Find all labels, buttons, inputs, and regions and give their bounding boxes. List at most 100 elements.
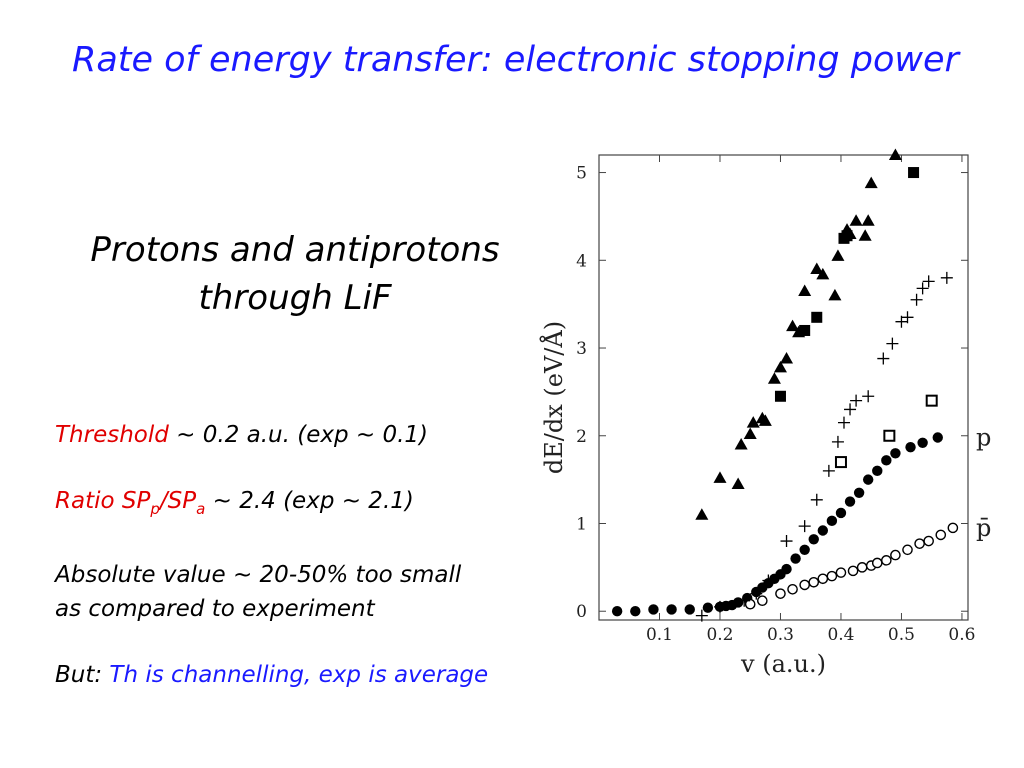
data-point-plus <box>810 493 823 506</box>
data-point-open-circle <box>914 538 925 549</box>
data-point-plus <box>886 337 899 350</box>
data-point-open-circle <box>744 598 756 610</box>
subtitle-line-2: through LiF <box>198 278 392 318</box>
data-point-filled-circle <box>881 455 892 466</box>
data-point-filled-triangle <box>758 414 772 426</box>
data-point-filled-triangle <box>734 438 748 450</box>
data-point-open-circle <box>947 522 959 534</box>
slide-subtitle: Protons and antiprotons through LiF <box>40 226 550 322</box>
subtitle-line-1: Protons and antiprotons <box>90 230 500 270</box>
threshold-label: Threshold <box>55 422 169 448</box>
ratio-sub-a: a <box>196 500 206 518</box>
data-point-plus <box>940 271 953 284</box>
but-text: Th is channelling, exp is average <box>102 662 489 688</box>
y-tick-label: 0 <box>576 602 587 622</box>
data-point-filled-square <box>774 390 786 402</box>
data-point-open-circle <box>808 576 820 588</box>
y-axis-label: dE/dx (eV/Å) <box>539 321 568 474</box>
data-point-plus <box>862 390 875 403</box>
data-point-filled-circle <box>702 602 714 613</box>
y-tick-label: 3 <box>576 339 587 359</box>
threshold-text: ~ 0.2 a.u. (exp ~ 0.1) <box>168 422 429 448</box>
x-tick-label: 0.1 <box>646 625 673 645</box>
data-point-plus <box>916 282 929 295</box>
data-point-plus <box>910 293 923 306</box>
x-tick-label: 0.5 <box>888 625 915 645</box>
data-point-filled-circle <box>666 604 677 615</box>
data-point-plus <box>877 352 890 365</box>
ratio-note: Ratio SPp/SPa ~ 2.4 (exp ~ 2.1) <box>55 484 525 526</box>
data-point-open-circle <box>826 570 838 582</box>
data-point-filled-circle <box>844 496 856 507</box>
data-point-open-circle <box>902 544 913 556</box>
data-point-open-square <box>834 456 847 469</box>
x-tick-label: 0.6 <box>948 625 975 645</box>
data-point-filled-square <box>799 324 811 336</box>
data-point-plus <box>850 394 863 407</box>
data-point-open-circle <box>835 567 847 578</box>
threshold-note: Threshold ~ 0.2 a.u. (exp ~ 0.1) <box>55 418 525 452</box>
data-point-plus <box>895 315 908 328</box>
data-point-open-circle <box>757 595 768 606</box>
data-point-filled-triangle <box>767 372 781 384</box>
data-point-filled-circle <box>890 448 901 459</box>
data-point-filled-triangle <box>780 352 794 364</box>
data-point-open-circle <box>775 588 786 599</box>
data-point-filled-triangle <box>773 360 787 373</box>
data-point-filled-circle <box>872 465 883 477</box>
plot-frame <box>598 154 969 621</box>
data-point-open-circle <box>787 583 798 595</box>
data-point-filled-circle <box>817 525 829 536</box>
data-point-filled-triangle <box>695 508 709 520</box>
data-point-filled-triangle <box>888 148 902 160</box>
data-point-filled-square <box>811 311 823 323</box>
data-point-filled-circle <box>611 606 623 617</box>
x-tick-label: 0.4 <box>827 625 854 645</box>
data-point-filled-circle <box>862 474 874 485</box>
data-point-filled-triangle <box>810 262 824 275</box>
data-point-plus <box>822 464 835 477</box>
data-point-filled-circle <box>905 441 916 453</box>
data-point-filled-triangle <box>831 249 845 261</box>
data-point-filled-triangle <box>849 214 863 226</box>
data-point-filled-circle <box>799 544 810 556</box>
data-point-filled-triangle <box>858 229 872 241</box>
data-point-open-circle <box>935 529 947 541</box>
data-point-open-circle <box>890 549 901 561</box>
stopping-power-chart: 0.1 0.2 0.3 0.4 0.5 0.6 0 1 2 3 4 5 v (a.u.) dE/dx (e… <box>539 148 991 678</box>
but-label: But: <box>55 662 103 688</box>
data-point-filled-circle <box>648 604 659 615</box>
data-point-plus <box>901 311 914 324</box>
data-point-plus <box>713 600 726 613</box>
data-point-filled-triangle <box>743 427 757 439</box>
data-point-filled-circle <box>684 604 695 615</box>
data-point-filled-circle <box>826 515 838 527</box>
data-point-filled-circle <box>917 437 928 448</box>
data-point-open-circle <box>847 565 859 577</box>
data-point-plus <box>738 594 751 607</box>
data-point-filled-triangle <box>861 214 875 226</box>
absolute-line-2: as compared to experiment <box>55 596 375 622</box>
slide-title: Rate of energy transfer: electronic stop… <box>72 40 959 80</box>
data-point-filled-circle <box>781 563 792 575</box>
data-point-filled-triangle <box>713 471 727 483</box>
y-tick-label: 1 <box>576 514 587 534</box>
absolute-line-1: Absolute value ~ 20-50% too small <box>55 562 462 588</box>
series-label: p <box>976 424 991 452</box>
data-point-filled-triangle <box>731 477 745 490</box>
data-point-plus <box>837 416 850 429</box>
data-point-open-circle <box>856 562 868 573</box>
x-axis-label: v (a.u.) <box>740 650 826 678</box>
data-point-filled-square <box>908 167 920 179</box>
x-tick-label: 0.2 <box>706 625 733 645</box>
data-point-open-circle <box>817 573 829 585</box>
data-point-filled-circle <box>630 606 641 617</box>
data-point-plus <box>750 587 763 600</box>
data-point-plus <box>695 609 708 622</box>
data-point-open-circle <box>871 557 883 569</box>
data-point-plus <box>922 275 935 288</box>
but-note: But: Th is channelling, exp is average <box>55 658 525 692</box>
data-point-filled-circle <box>835 507 847 519</box>
ratio-label-text: Ratio SP <box>55 488 151 514</box>
data-point-filled-circle <box>732 597 744 608</box>
